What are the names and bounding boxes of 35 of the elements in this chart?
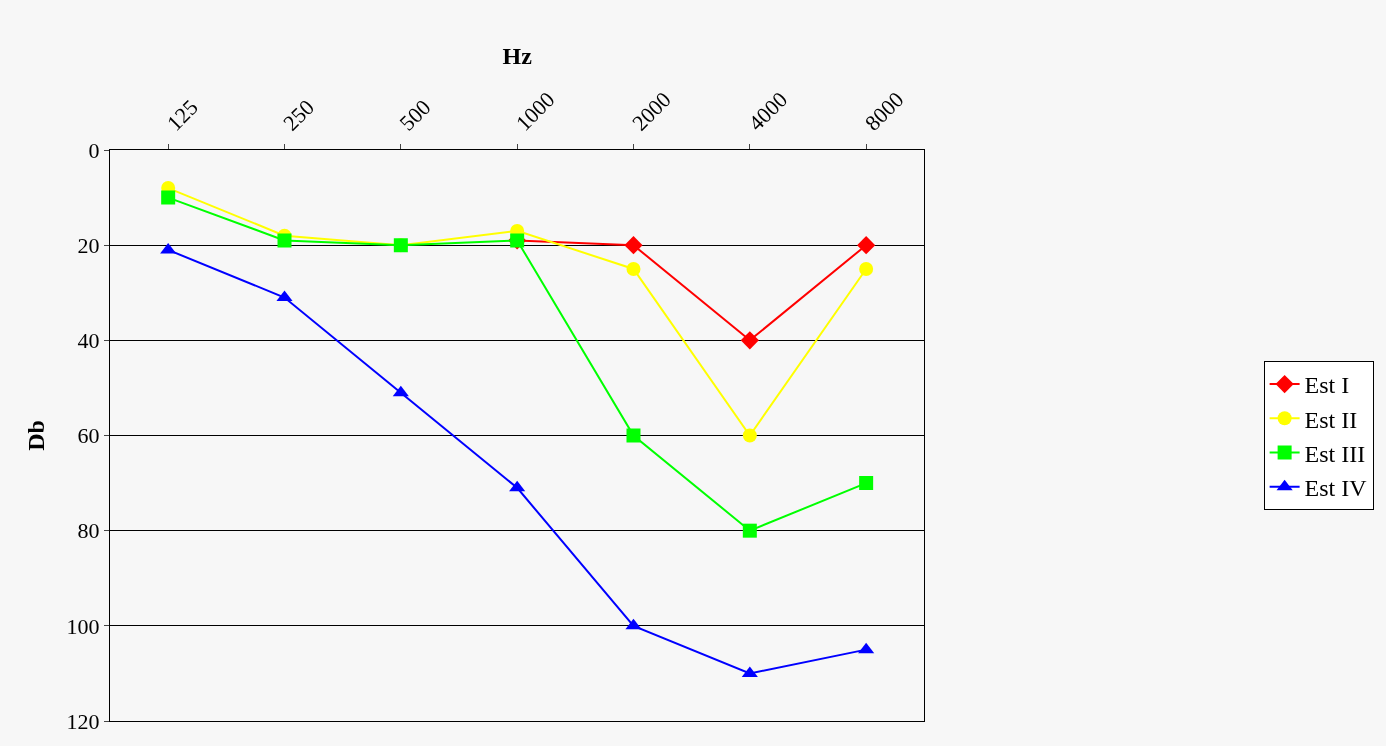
point [740,331,759,350]
x-tick-label: 8000 [859,86,909,136]
point [624,236,643,255]
point [276,290,293,302]
point [626,428,641,443]
y-tick-label: 60 [77,423,100,449]
x-tick-label: 4000 [743,86,793,136]
point [277,233,292,248]
legend-label: Est I [1304,372,1350,399]
legend-label: Est II [1304,406,1358,433]
point [392,385,409,397]
point [858,642,875,654]
y-axis-title: Db [22,420,49,451]
y-tick-label: 40 [77,328,100,354]
y-tick-label: 100 [66,613,100,639]
point [857,236,876,255]
y-tick-label: 80 [77,518,100,544]
x-tick-label: 250 [278,94,320,136]
point [859,261,874,276]
point [160,242,177,254]
y-tick-label: 120 [66,708,100,734]
point [625,618,642,630]
legend-label: Est III [1304,440,1366,467]
x-tick-label: 500 [394,94,436,136]
point [742,428,757,443]
point [509,480,526,492]
point [859,476,874,491]
legend-label: Est IV [1304,475,1368,502]
x-tick-label: 125 [161,94,203,136]
x-axis-title: Hz [502,42,533,69]
point [626,261,641,276]
point [742,523,757,538]
y-tick-label: 0 [88,137,100,163]
y-tick-label: 20 [77,232,100,258]
point [161,190,176,205]
